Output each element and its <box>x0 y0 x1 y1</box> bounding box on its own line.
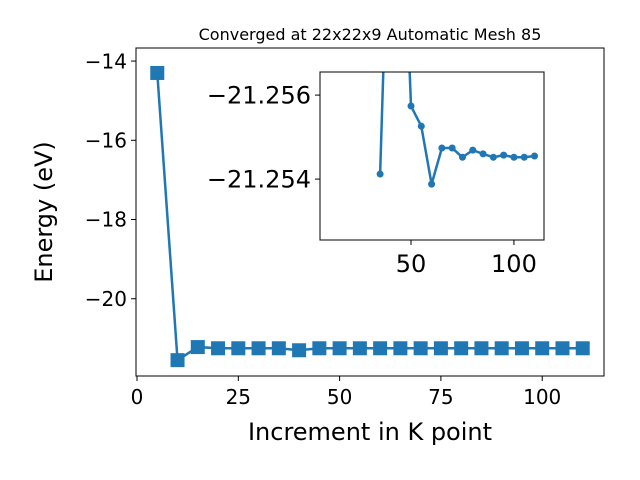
marker <box>510 153 518 161</box>
marker <box>458 153 466 161</box>
inset-chart: 50 100 −21.256 −21.254 <box>207 71 545 278</box>
marker <box>500 151 508 159</box>
marker <box>428 180 436 188</box>
marker <box>352 341 367 356</box>
marker <box>479 150 487 158</box>
x-tick-label: 50 <box>327 385 352 409</box>
marker <box>514 341 529 356</box>
series-line <box>378 72 535 185</box>
x-tick-label: 75 <box>428 385 453 409</box>
x-tick-label: 50 <box>396 250 427 278</box>
chart-title: Converged at 22x22x9 Automatic Mesh 85 <box>199 25 542 44</box>
y-tick-label: −21.254 <box>207 166 311 194</box>
marker <box>271 341 286 356</box>
marker <box>407 102 415 110</box>
x-tick-label: 25 <box>226 385 251 409</box>
x-tick-label: 100 <box>523 385 561 409</box>
marker <box>413 341 428 356</box>
marker <box>433 341 448 356</box>
marker <box>469 146 477 154</box>
marker <box>190 340 205 355</box>
marker <box>150 65 165 80</box>
y-tick-label: −16 <box>85 128 127 152</box>
marker <box>373 341 388 356</box>
marker <box>531 152 539 160</box>
marker <box>438 144 446 152</box>
marker <box>454 341 469 356</box>
series <box>376 72 539 188</box>
y-tick-label: −18 <box>85 208 127 232</box>
marker <box>292 343 307 358</box>
marker <box>494 341 509 356</box>
marker <box>393 341 408 356</box>
marker <box>376 170 384 178</box>
marker <box>474 341 489 356</box>
axes-frame <box>319 71 545 241</box>
marker <box>170 353 185 368</box>
marker <box>332 341 347 356</box>
y-tick-label: −14 <box>85 49 127 73</box>
series-line <box>156 72 583 363</box>
marker <box>575 341 590 356</box>
marker <box>231 341 246 356</box>
x-axis-label: Increment in K point <box>248 418 492 446</box>
marker <box>520 153 528 161</box>
x-tick-label: 100 <box>491 250 537 278</box>
y-axis-label: Energy (eV) <box>30 141 58 283</box>
marker <box>448 144 456 152</box>
marker <box>555 341 570 356</box>
series <box>150 65 590 368</box>
y-tick-label: −20 <box>85 287 127 311</box>
marker <box>489 153 497 161</box>
marker <box>312 341 327 356</box>
marker <box>417 122 425 130</box>
marker <box>211 341 226 356</box>
marker <box>535 341 550 356</box>
marker <box>251 341 266 356</box>
axes-frame <box>135 47 605 377</box>
y-tick-label: −21.256 <box>207 82 311 110</box>
x-tick-label: 0 <box>131 385 144 409</box>
